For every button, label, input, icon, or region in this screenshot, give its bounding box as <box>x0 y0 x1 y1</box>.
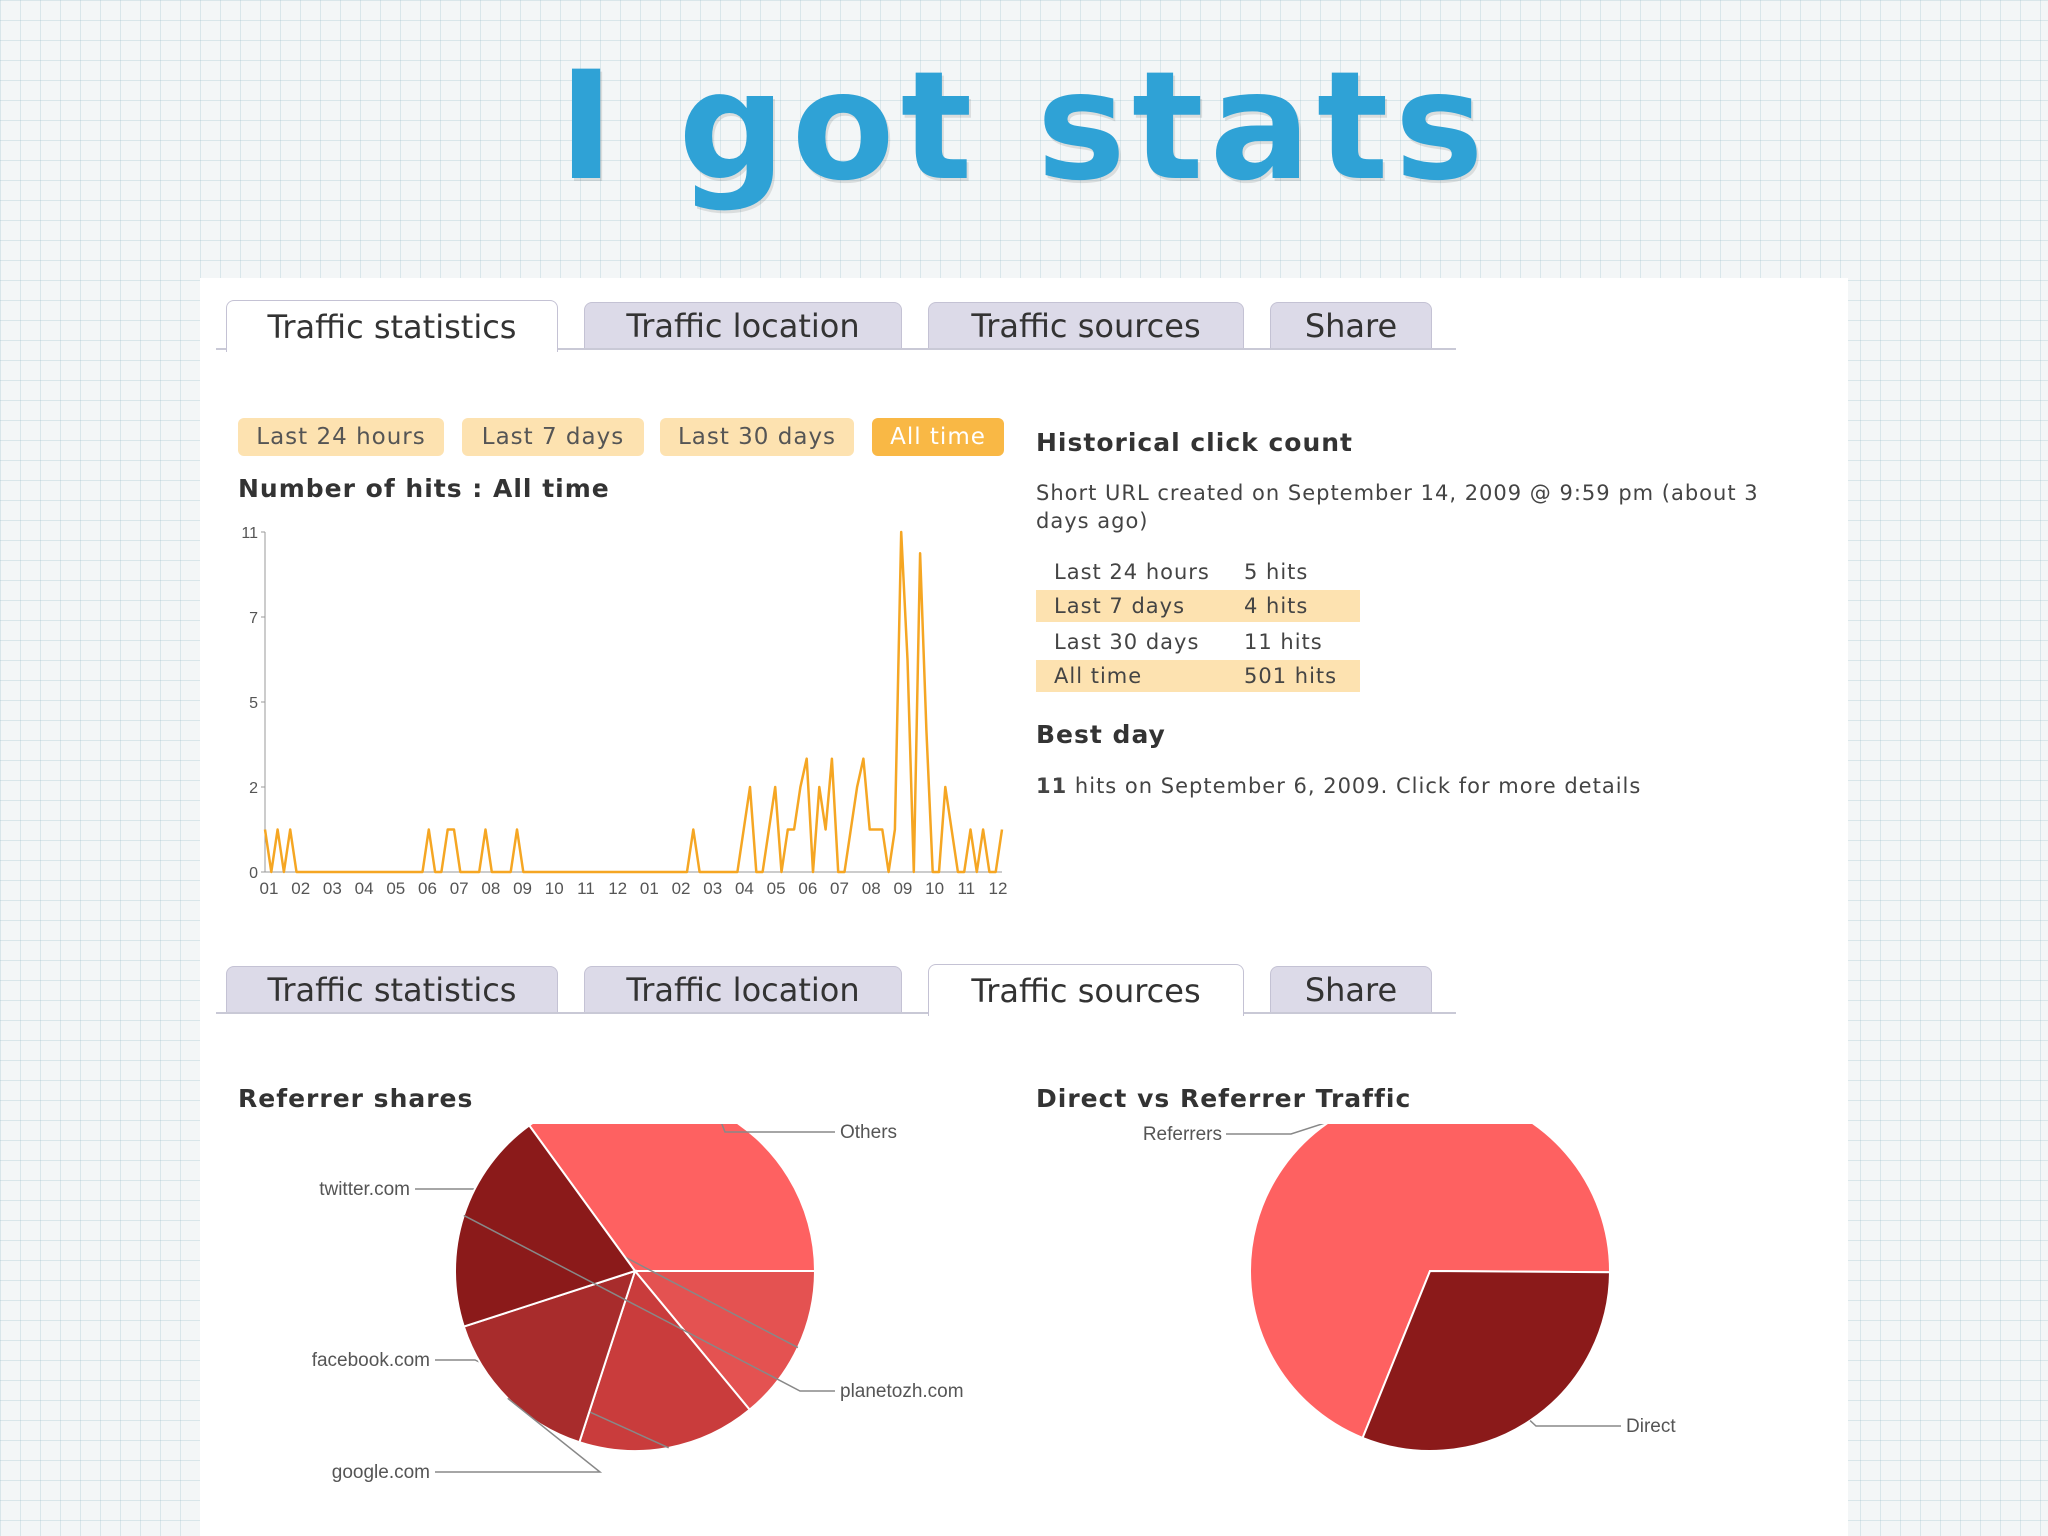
pie-label: Referrers <box>1143 1124 1222 1145</box>
tab-bar-top: Traffic statistics Traffic location Traf… <box>200 290 1848 352</box>
traffic-statistics-panel: Traffic statistics Traffic location Traf… <box>200 278 1848 934</box>
x-tick-label: 11 <box>577 879 595 898</box>
best-day-count: 11 <box>1036 774 1068 798</box>
range-last-30-days-button[interactable]: Last 30 days <box>660 418 854 456</box>
tab-share[interactable]: Share <box>1270 302 1432 348</box>
y-tick-label: 0 <box>249 865 258 882</box>
x-tick-label: 10 <box>925 879 944 898</box>
slide-title: I got stats <box>558 40 1490 214</box>
historical-click-count-heading: Historical click count <box>1036 428 1354 457</box>
x-tick-label: 08 <box>481 879 500 898</box>
range-last-7-days-button[interactable]: Last 7 days <box>462 418 644 456</box>
x-tick-label: 01 <box>640 879 659 898</box>
x-tick-label: 03 <box>323 879 342 898</box>
best-day-details-link[interactable]: hits on September 6, 2009. Click for mor… <box>1074 774 1642 798</box>
stats-label: All time <box>1054 664 1143 688</box>
x-tick-label: 04 <box>735 879 754 898</box>
pie-leader-line <box>1529 1420 1621 1427</box>
tab-traffic-sources[interactable]: Traffic sources <box>928 964 1244 1016</box>
direct-vs-referrer-title: Direct vs Referrer Traffic <box>1036 1084 1412 1113</box>
pie-label: Direct <box>1626 1416 1676 1437</box>
pie-slice-others <box>527 1124 817 1272</box>
tab-bar-bottom: Traffic statistics Traffic location Traf… <box>200 954 1848 1016</box>
x-tick-label: 05 <box>767 879 786 898</box>
hits-chart-title: Number of hits : All time <box>238 474 610 503</box>
referrer-shares-pie-chart: Others twitter.com facebook.com google.com p… <box>312 1124 964 1483</box>
stats-value: 11 hits <box>1244 630 1323 654</box>
pie-label: twitter.com <box>319 1179 410 1200</box>
y-tick-label: 5 <box>249 695 258 712</box>
year-start-label: 2008 <box>251 913 289 914</box>
stats-label: Last 7 days <box>1054 594 1186 618</box>
traffic-sources-panel: Traffic statistics Traffic location Traf… <box>200 934 1848 1536</box>
pie-label: planetozh.com <box>840 1381 964 1402</box>
tab-traffic-statistics[interactable]: Traffic statistics <box>226 966 558 1012</box>
x-tick-label: 11 <box>957 879 975 898</box>
pie-label: google.com <box>332 1462 430 1483</box>
stats-label: Last 30 days <box>1054 630 1200 654</box>
x-tick-label: 05 <box>386 879 405 898</box>
x-tick-label: 10 <box>545 879 564 898</box>
stats-value: 501 hits <box>1244 664 1338 688</box>
pie-leader-line <box>435 1359 670 1449</box>
x-tick-label: 02 <box>291 879 310 898</box>
x-tick-label: 09 <box>513 879 532 898</box>
stats-value: 4 hits <box>1244 594 1309 618</box>
created-line-2: days ago) <box>1036 509 1149 533</box>
y-tick-label: 11 <box>241 525 258 542</box>
pie-leader-line <box>463 1214 835 1392</box>
tab-traffic-location[interactable]: Traffic location <box>584 302 902 348</box>
x-tick-label: 02 <box>672 879 691 898</box>
x-tick-label: 06 <box>798 879 817 898</box>
pie-leader-line <box>435 1397 603 1473</box>
pie-label: Others <box>840 1124 897 1143</box>
x-tick-label: 12 <box>608 879 627 898</box>
x-tick-label: 12 <box>989 879 1008 898</box>
referrer-shares-title: Referrer shares <box>238 1084 474 1113</box>
pie-leader-line <box>1226 1124 1325 1135</box>
tab-traffic-location[interactable]: Traffic location <box>584 966 902 1012</box>
x-tick-label: 06 <box>418 879 437 898</box>
x-tick-label: 01 <box>260 879 279 898</box>
year-end-label: 2009 <box>987 913 1020 914</box>
best-day-text[interactable]: 11 hits on September 6, 2009. Click for … <box>1036 774 1641 798</box>
direct-vs-referrer-pie-chart: Referrers Direct <box>1143 1124 1676 1452</box>
stats-row-all-time: All time 501 hits <box>1036 660 1360 692</box>
range-all-time-button[interactable]: All time <box>872 418 1004 456</box>
pie-label: facebook.com <box>312 1350 430 1371</box>
tab-share[interactable]: Share <box>1270 966 1432 1012</box>
x-tick-label: 09 <box>893 879 912 898</box>
stats-label: Last 24 hours <box>1054 560 1210 584</box>
stats-row-last-30-days: Last 30 days 11 hits <box>1036 626 1360 658</box>
pie-leader-line <box>721 1124 835 1133</box>
x-tick-label: 03 <box>703 879 722 898</box>
tab-traffic-sources[interactable]: Traffic sources <box>928 302 1244 348</box>
created-line-1: Short URL created on September 14, 2009 … <box>1036 481 1759 505</box>
x-tick-label: 04 <box>355 879 374 898</box>
pie-slice-referrers <box>1249 1124 1612 1440</box>
stats-row-last-24-hours: Last 24 hours 5 hits <box>1036 556 1360 588</box>
range-last-24-hours-button[interactable]: Last 24 hours <box>238 418 444 456</box>
hits-series-line <box>263 530 1004 874</box>
stats-row-last-7-days: Last 7 days 4 hits <box>1036 590 1360 622</box>
x-tick-label: 07 <box>450 879 469 898</box>
x-tick-label: 08 <box>862 879 881 898</box>
y-tick-label: 7 <box>249 610 258 627</box>
stats-value: 5 hits <box>1244 560 1309 584</box>
y-tick-label: 2 <box>249 780 258 797</box>
tab-traffic-statistics[interactable]: Traffic statistics <box>226 300 558 352</box>
best-day-heading: Best day <box>1036 720 1166 749</box>
x-tick-label: 07 <box>830 879 849 898</box>
